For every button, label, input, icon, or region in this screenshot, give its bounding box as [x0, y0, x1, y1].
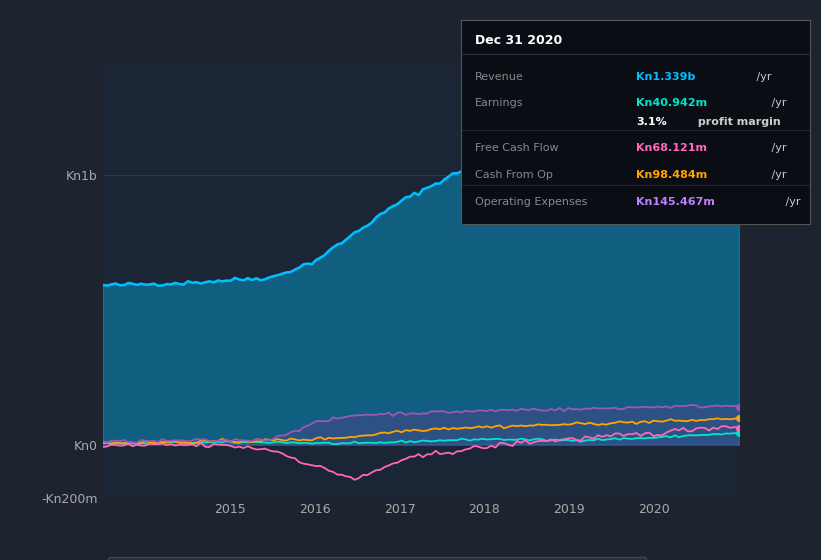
Text: Kn145.467m: Kn145.467m [636, 197, 715, 207]
Text: /yr: /yr [768, 143, 787, 153]
Text: Earnings: Earnings [475, 99, 524, 109]
Text: Free Cash Flow: Free Cash Flow [475, 143, 559, 153]
Text: /yr: /yr [753, 72, 772, 82]
Text: Dec 31 2020: Dec 31 2020 [475, 34, 562, 47]
Text: profit margin: profit margin [695, 117, 782, 127]
Text: /yr: /yr [782, 197, 801, 207]
Legend: Revenue, Earnings, Free Cash Flow, Cash From Op, Operating Expenses: Revenue, Earnings, Free Cash Flow, Cash … [108, 557, 646, 560]
Text: Operating Expenses: Operating Expenses [475, 197, 588, 207]
Text: Cash From Op: Cash From Op [475, 170, 553, 180]
Text: Revenue: Revenue [475, 72, 524, 82]
Text: Kn1.339b: Kn1.339b [636, 72, 695, 82]
Text: Kn98.484m: Kn98.484m [636, 170, 707, 180]
Text: Kn68.121m: Kn68.121m [636, 143, 707, 153]
Text: /yr: /yr [768, 170, 787, 180]
Text: /yr: /yr [768, 99, 787, 109]
Text: Kn40.942m: Kn40.942m [636, 99, 707, 109]
Text: 3.1%: 3.1% [636, 117, 667, 127]
